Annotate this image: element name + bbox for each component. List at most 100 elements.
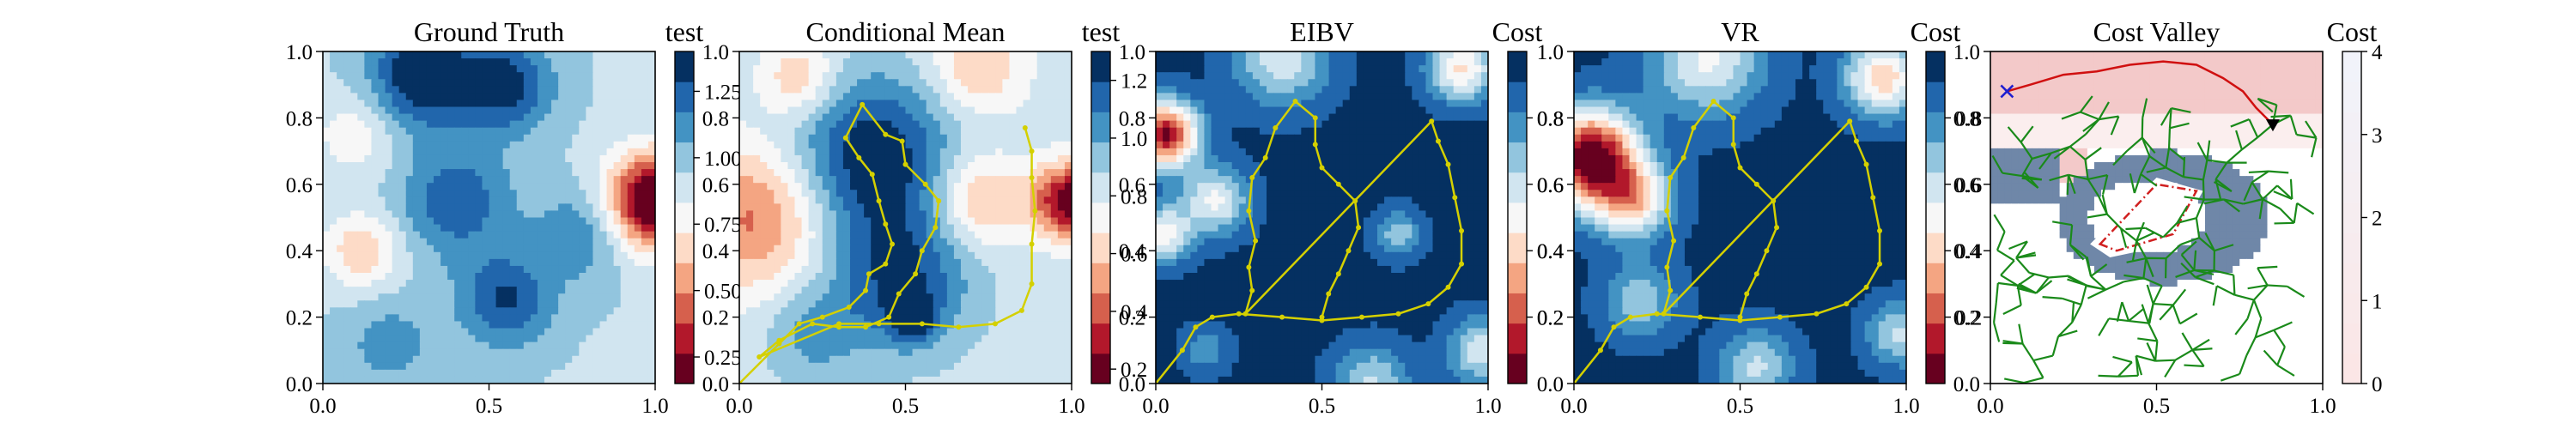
heatmap-cell bbox=[385, 231, 393, 239]
heatmap-cell bbox=[558, 154, 566, 163]
heatmap-cell bbox=[912, 176, 920, 184]
heatmap-cell bbox=[829, 280, 837, 287]
heatmap-cell bbox=[558, 72, 566, 80]
heatmap-cell bbox=[939, 169, 948, 177]
heatmap-cell bbox=[1050, 141, 1059, 149]
heatmap-cell bbox=[1023, 196, 1031, 204]
heatmap-cell bbox=[767, 335, 775, 343]
heatmap-cell bbox=[1023, 335, 1031, 343]
heatmap-cell bbox=[544, 321, 552, 329]
heatmap-cell bbox=[760, 238, 768, 246]
heatmap-cell bbox=[1057, 176, 1066, 184]
y-tick-label: 0.2 bbox=[702, 307, 729, 330]
heatmap-cell bbox=[371, 217, 380, 226]
heatmap-cell bbox=[537, 127, 545, 136]
heatmap-cell bbox=[337, 106, 344, 115]
y-tick-label: 0.0 bbox=[286, 373, 313, 396]
heatmap-cell bbox=[634, 79, 642, 87]
heatmap-cell bbox=[808, 141, 817, 149]
heatmap-cell bbox=[565, 321, 573, 329]
heatmap-cell bbox=[579, 273, 586, 281]
heatmap-cell bbox=[364, 300, 373, 308]
heatmap-cell bbox=[968, 148, 975, 156]
heatmap-cell bbox=[468, 190, 476, 197]
heatmap-cell bbox=[981, 120, 989, 129]
heatmap-cell bbox=[1328, 65, 1337, 73]
heatmap-cell bbox=[871, 154, 878, 163]
heatmap-cell bbox=[447, 65, 455, 73]
heatmap-cell bbox=[829, 321, 837, 329]
heatmap-cell bbox=[871, 162, 878, 170]
heatmap-cell bbox=[565, 127, 573, 136]
heatmap-cell bbox=[544, 314, 552, 323]
heatmap-cell bbox=[1280, 51, 1288, 59]
heatmap-cell bbox=[794, 134, 803, 142]
heatmap-cell bbox=[1002, 273, 1011, 281]
heatmap-cell bbox=[767, 79, 775, 87]
heatmap-cell bbox=[1002, 127, 1011, 136]
heatmap-cell bbox=[946, 106, 955, 115]
heatmap-cell bbox=[1016, 341, 1024, 350]
heatmap-cell bbox=[509, 355, 518, 364]
heatmap-cell bbox=[330, 141, 337, 149]
heatmap-cell bbox=[835, 51, 844, 59]
heatmap-cell bbox=[357, 93, 365, 101]
heatmap-cell bbox=[516, 348, 525, 357]
heatmap-cell bbox=[1002, 141, 1011, 149]
heatmap-cell bbox=[330, 251, 337, 260]
heatmap-cell bbox=[405, 65, 414, 73]
heatmap-cell bbox=[815, 355, 823, 364]
heatmap-cell bbox=[323, 293, 331, 301]
heatmap-cell bbox=[627, 176, 635, 184]
heatmap-cell bbox=[1238, 58, 1247, 66]
heatmap-cell bbox=[1023, 300, 1031, 308]
heatmap-cell bbox=[489, 217, 497, 226]
heatmap-cell bbox=[434, 224, 441, 233]
heatmap-cell bbox=[426, 231, 434, 239]
heatmap-cell bbox=[613, 335, 622, 343]
heatmap-cell bbox=[440, 169, 448, 177]
heatmap-cell bbox=[1467, 72, 1475, 80]
heatmap-cell bbox=[767, 203, 775, 212]
heatmap-cell bbox=[939, 106, 948, 115]
heatmap-cell bbox=[364, 72, 373, 80]
heatmap-cell bbox=[509, 231, 518, 239]
heatmap-cell bbox=[871, 293, 878, 301]
heatmap-cell bbox=[405, 86, 414, 94]
heatmap-cell bbox=[509, 369, 518, 378]
heatmap-cell bbox=[871, 251, 878, 260]
heatmap-cell bbox=[822, 300, 830, 308]
heatmap-cell bbox=[1384, 72, 1392, 80]
heatmap-cell bbox=[447, 93, 455, 101]
heatmap-cell bbox=[835, 113, 844, 122]
heatmap-cell bbox=[871, 120, 878, 129]
heatmap-cell bbox=[808, 224, 817, 233]
heatmap-cell bbox=[495, 169, 504, 177]
heatmap-cell bbox=[1030, 65, 1038, 73]
heatmap-cell bbox=[878, 190, 885, 197]
heatmap-cell bbox=[774, 100, 781, 108]
heatmap-cell bbox=[1439, 65, 1448, 73]
heatmap-cell bbox=[878, 245, 885, 253]
heatmap-cell bbox=[1321, 65, 1330, 73]
heatmap-cell bbox=[323, 328, 331, 336]
heatmap-cell bbox=[495, 224, 504, 233]
heatmap-cell bbox=[822, 245, 830, 253]
heatmap-cell bbox=[364, 265, 373, 274]
heatmap-cell bbox=[426, 72, 434, 80]
heatmap-cell bbox=[572, 169, 580, 177]
heatmap-cell bbox=[558, 231, 566, 239]
heatmap-cell bbox=[794, 120, 803, 129]
x-tick-label: 1.0 bbox=[1058, 395, 1084, 418]
heatmap-cell bbox=[1002, 183, 1011, 190]
heatmap-cell bbox=[933, 100, 941, 108]
heatmap-cell bbox=[1002, 154, 1011, 163]
heatmap-cell bbox=[378, 65, 386, 73]
heatmap-cell bbox=[898, 273, 907, 281]
heatmap-cell bbox=[871, 273, 878, 281]
heatmap-cell bbox=[647, 321, 655, 329]
heatmap-cell bbox=[1224, 58, 1233, 66]
heatmap-cell bbox=[502, 362, 511, 371]
heatmap-cell bbox=[919, 106, 927, 115]
heatmap-cell bbox=[988, 113, 996, 122]
